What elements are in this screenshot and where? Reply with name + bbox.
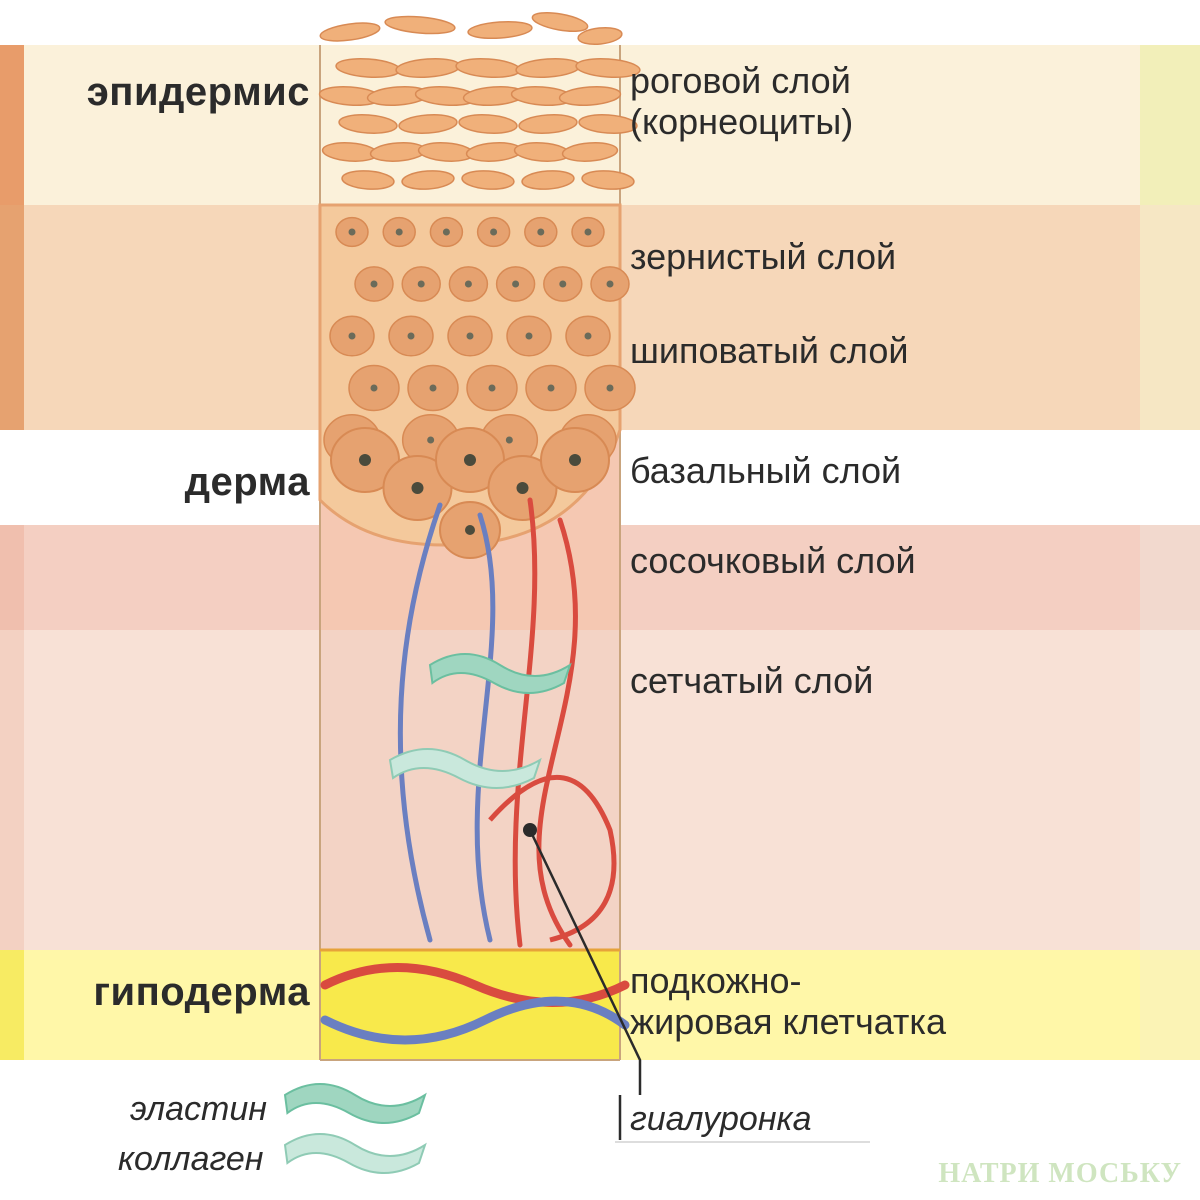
cross-section-svg xyxy=(0,0,1200,1200)
label-granular: зернистый слой xyxy=(630,236,896,277)
label-papillary: сосочковый слой xyxy=(630,540,916,581)
legend-elastin: эластин xyxy=(130,1090,267,1129)
watermark: НАТРИ МОСЬКУ xyxy=(938,1161,1182,1188)
legend-collagen: коллаген xyxy=(118,1140,263,1179)
legend-hyaluron: гиалуронка xyxy=(630,1100,812,1139)
heading-dermis: дерма xyxy=(30,460,310,505)
heading-epidermis: эпидермис xyxy=(30,70,310,115)
heading-hypodermis: гиподерма xyxy=(30,970,310,1015)
skin-layers-diagram: { "canvas":{"w":1200,"h":1200,"bg":"#fff… xyxy=(0,0,1200,1200)
label-spinous: шиповатый слой xyxy=(630,330,908,371)
label-basal: базальный слой xyxy=(630,450,901,491)
label-subcutaneous: подкожно- жировая клетчатка xyxy=(630,960,946,1043)
label-reticular: сетчатый слой xyxy=(630,660,873,701)
label-stratum_corneum: роговой слой (корнеоциты) xyxy=(630,60,853,143)
